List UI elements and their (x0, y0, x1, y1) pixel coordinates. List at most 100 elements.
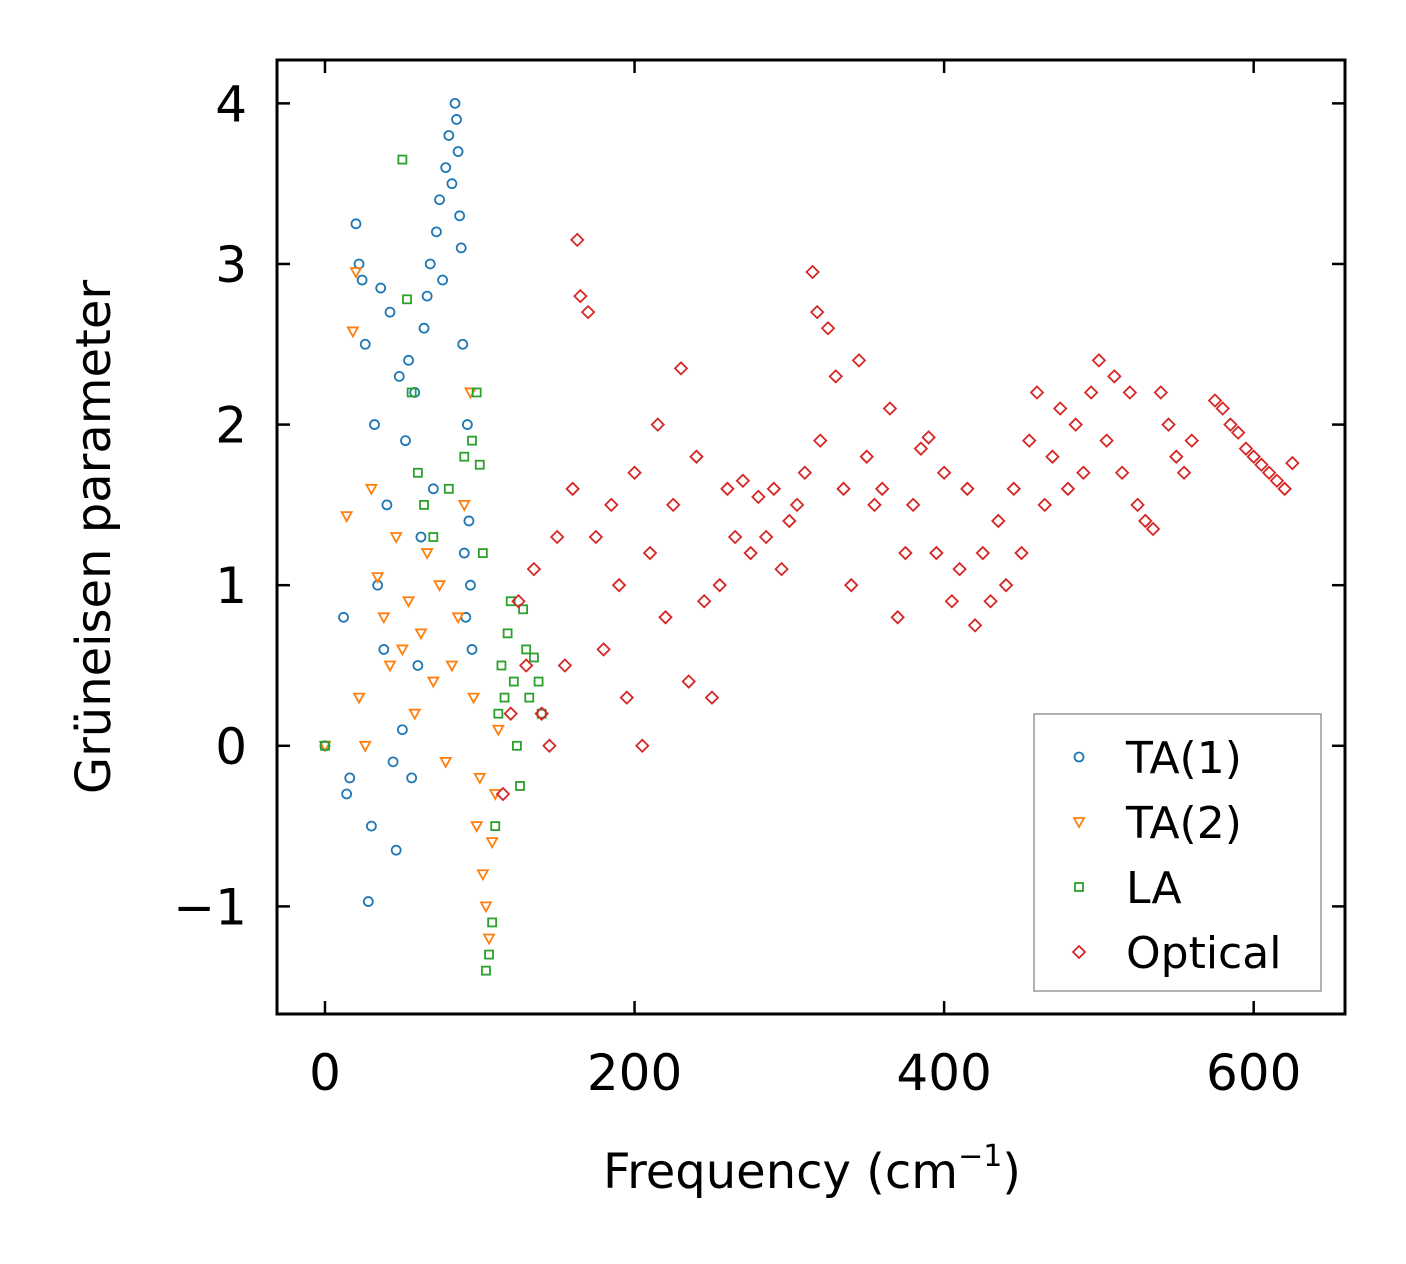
point-optical (1029, 385, 1045, 400)
point-la (474, 459, 485, 470)
point-optical (681, 674, 696, 689)
point-optical (952, 561, 967, 577)
point-la (487, 917, 498, 928)
point-la (508, 676, 519, 687)
point-optical (913, 441, 929, 456)
point-ta1 (381, 499, 393, 511)
point-ta1 (463, 515, 475, 527)
legend-marker-ta1 (1073, 751, 1085, 763)
x-tick-label: 400 (896, 1044, 991, 1102)
y-tick-label: 0 (215, 718, 247, 776)
point-la (397, 154, 408, 165)
point-optical (542, 738, 557, 754)
point-optical (751, 489, 766, 505)
point-ta2 (402, 596, 416, 609)
legend-marker-la (1074, 882, 1084, 892)
point-optical (813, 433, 828, 448)
point-ta2 (420, 548, 434, 560)
point-ta1 (393, 370, 405, 382)
point-optical (789, 497, 805, 513)
point-ta2 (346, 326, 360, 339)
point-ta1 (366, 820, 377, 832)
point-optical (665, 497, 681, 513)
point-optical (511, 593, 526, 609)
point-ta2 (451, 612, 465, 625)
point-optical (975, 545, 991, 561)
point-optical (1060, 481, 1076, 497)
point-ta2 (358, 740, 372, 753)
legend-label-ta1: TA(1) (1125, 733, 1242, 784)
point-la (502, 628, 513, 639)
point-ta1 (390, 844, 402, 856)
point-ta1 (338, 611, 349, 623)
point-ta1 (375, 282, 387, 294)
point-la (529, 652, 539, 663)
legend: TA(1) TA(2) LA Optical (1033, 713, 1322, 992)
point-optical (611, 577, 627, 593)
point-ta2 (476, 869, 490, 882)
point-optical (882, 401, 898, 416)
point-la (412, 467, 423, 478)
point-optical (1277, 481, 1292, 497)
point-optical (1045, 449, 1060, 464)
point-optical (774, 561, 789, 577)
point-optical (1246, 449, 1261, 464)
point-la (320, 740, 330, 751)
point-optical (843, 577, 859, 593)
point-ta1 (457, 338, 469, 350)
point-la (459, 451, 470, 462)
point-ta1 (387, 756, 399, 768)
point-ta1 (437, 274, 449, 286)
point-optical (1083, 385, 1099, 400)
point-ta2 (479, 901, 493, 914)
point-ta1 (461, 419, 473, 430)
y-tick-label: 2 (215, 397, 247, 455)
point-optical (1145, 521, 1161, 537)
point-ta1 (427, 483, 439, 495)
point-optical (1269, 473, 1285, 489)
point-la (484, 949, 494, 960)
point-ta1 (443, 130, 455, 141)
point-ta2 (408, 708, 422, 721)
point-optical (642, 545, 658, 561)
point-optical (720, 481, 735, 497)
point-ta2 (470, 821, 484, 833)
y-tick-label: −1 (173, 878, 247, 936)
point-optical (570, 232, 585, 248)
y-tick-label: 3 (215, 236, 247, 294)
point-ta1 (344, 772, 356, 784)
point-optical (1052, 401, 1068, 416)
point-optical (998, 577, 1014, 593)
point-optical (627, 465, 642, 481)
point-ta2 (414, 628, 428, 641)
point-ta2 (473, 773, 487, 785)
point-optical (696, 593, 712, 609)
point-ta1 (452, 146, 464, 157)
point-optical (1099, 433, 1114, 448)
point-optical (936, 465, 952, 481)
point-optical (1068, 417, 1083, 432)
point-ta2 (491, 724, 505, 737)
point-ta1 (431, 226, 442, 238)
point-la (490, 821, 501, 831)
point-optical (929, 545, 944, 561)
point-la (524, 692, 535, 703)
point-optical (735, 473, 751, 489)
point-optical (635, 738, 650, 754)
point-optical (743, 545, 758, 561)
y-tick-label: 4 (215, 75, 247, 133)
point-optical (650, 417, 666, 432)
y-axis-label: Grüneisen parameter (66, 280, 122, 795)
point-optical (766, 481, 782, 497)
point-ta1 (356, 274, 368, 286)
point-ta2 (349, 267, 363, 279)
point-la (419, 499, 429, 510)
point-la (505, 596, 516, 607)
point-optical (1107, 369, 1122, 384)
point-optical (1014, 545, 1029, 561)
point-la (481, 965, 491, 976)
point-optical (782, 513, 797, 529)
point-ta1 (418, 322, 430, 334)
point-la (499, 692, 510, 703)
